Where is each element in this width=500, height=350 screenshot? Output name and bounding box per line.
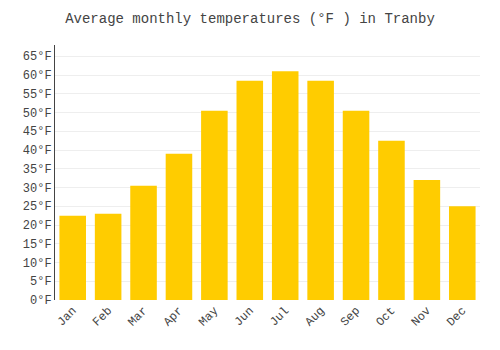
svg-text:Apr: Apr bbox=[161, 304, 186, 329]
svg-text:10°F: 10°F bbox=[23, 257, 52, 271]
svg-text:Nov: Nov bbox=[409, 304, 434, 329]
svg-text:Jul: Jul bbox=[267, 304, 292, 329]
svg-text:Oct: Oct bbox=[373, 304, 398, 329]
svg-text:Feb: Feb bbox=[90, 304, 115, 329]
svg-text:45°F: 45°F bbox=[23, 125, 52, 139]
svg-text:25°F: 25°F bbox=[23, 200, 52, 214]
svg-text:0°F: 0°F bbox=[30, 294, 52, 308]
svg-text:5°F: 5°F bbox=[30, 275, 52, 289]
svg-text:Dec: Dec bbox=[444, 304, 469, 329]
svg-text:30°F: 30°F bbox=[23, 182, 52, 196]
svg-text:Jan: Jan bbox=[55, 304, 80, 329]
svg-text:50°F: 50°F bbox=[23, 107, 52, 121]
svg-text:55°F: 55°F bbox=[23, 88, 52, 102]
svg-text:15°F: 15°F bbox=[23, 238, 52, 252]
svg-text:40°F: 40°F bbox=[23, 144, 52, 158]
svg-text:35°F: 35°F bbox=[23, 163, 52, 177]
svg-text:Average monthly temperatures (: Average monthly temperatures (°F ) in Tr… bbox=[65, 11, 435, 27]
svg-text:Sep: Sep bbox=[338, 304, 363, 329]
svg-text:Aug: Aug bbox=[303, 304, 328, 329]
svg-text:Mar: Mar bbox=[125, 304, 150, 329]
svg-text:60°F: 60°F bbox=[23, 69, 52, 83]
svg-text:20°F: 20°F bbox=[23, 219, 52, 233]
svg-text:Jun: Jun bbox=[232, 304, 257, 329]
svg-text:May: May bbox=[196, 304, 221, 329]
svg-text:65°F: 65°F bbox=[23, 50, 52, 64]
